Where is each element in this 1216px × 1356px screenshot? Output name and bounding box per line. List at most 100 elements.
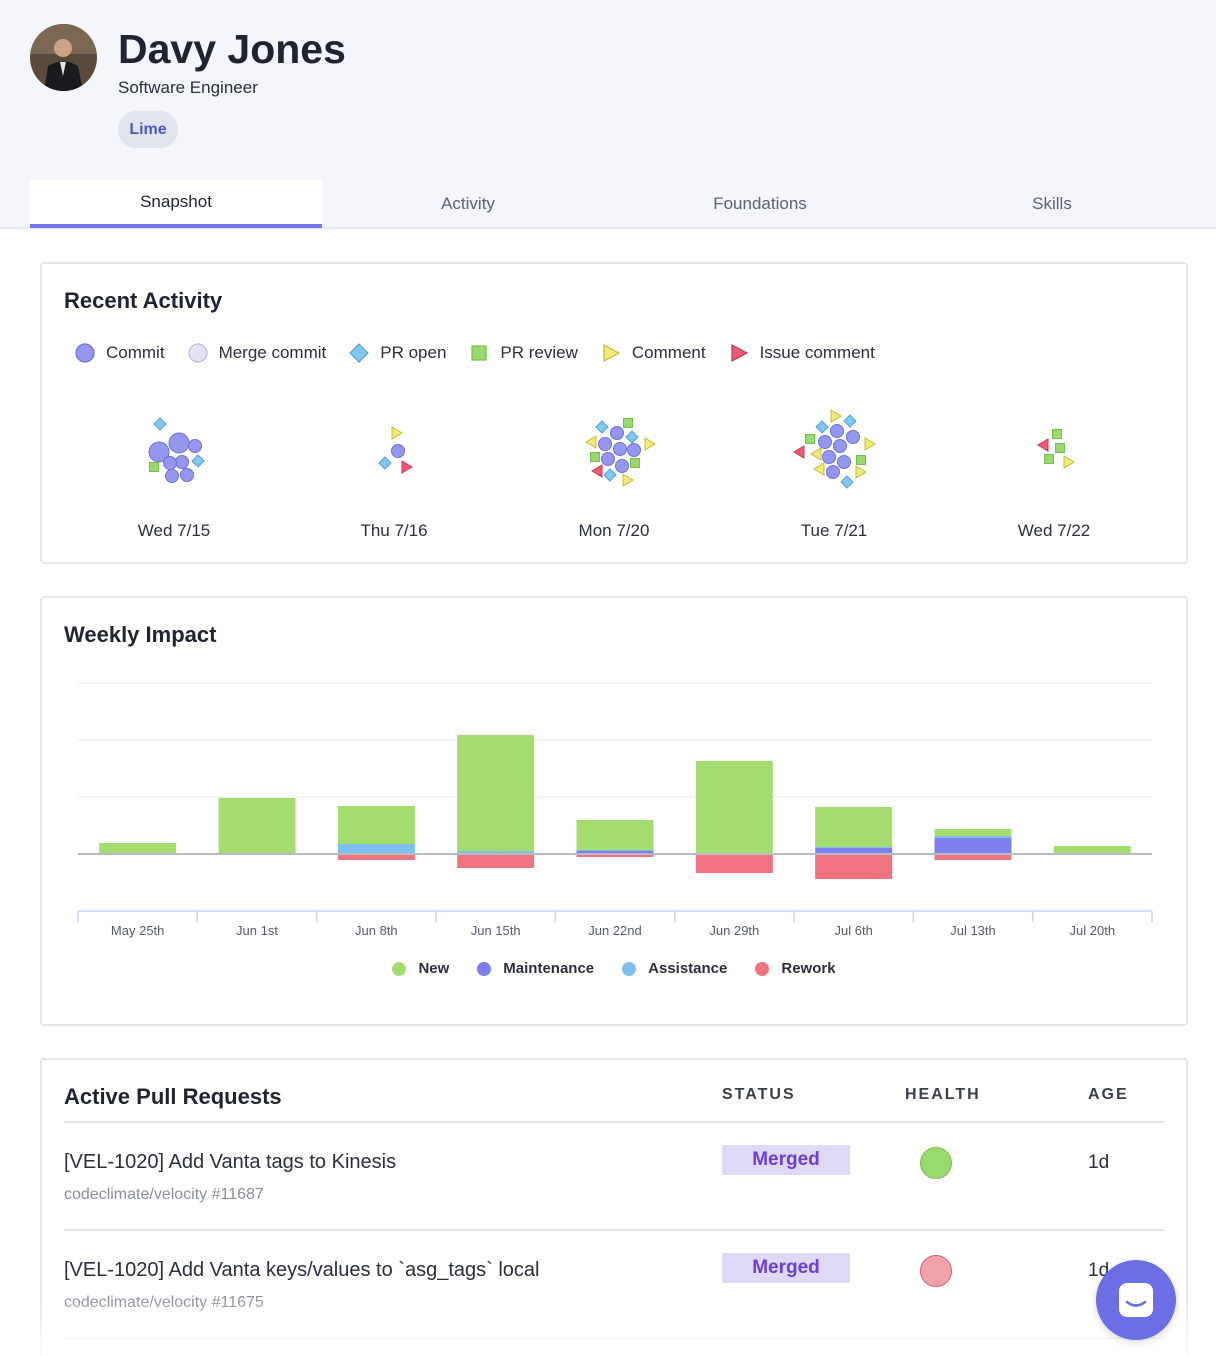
x-tick-label: Jun 15th — [471, 923, 521, 938]
pr-age: 1d — [1088, 1152, 1110, 1173]
recent-activity-title: Recent Activity — [64, 288, 223, 313]
pr-repo[interactable]: codeclimate/velocity #11687 — [64, 1186, 264, 1203]
comment-icon — [603, 344, 621, 362]
bar-new-jul-13th[interactable] — [934, 829, 1012, 836]
new-dot-icon — [392, 961, 407, 976]
weekly-impact-chart: May 25th Jun 1st Jun 8th Jun 15th Jun 22nd Ju… — [77, 682, 1153, 938]
bar-new-may-25th[interactable] — [99, 843, 177, 854]
weekly-impact-card: Weekly Impact May 25th Jun 1st Jun 8th Jun … — [40, 596, 1188, 1026]
pr-open-icon — [349, 343, 370, 363]
x-tick-label: Jun 22nd — [588, 923, 642, 938]
chat-icon — [1119, 1283, 1153, 1317]
avatar[interactable] — [30, 24, 97, 91]
health-indicator — [920, 1147, 952, 1179]
x-tick-label: Jul 20th — [1070, 923, 1116, 938]
cluster-wed-7-22[interactable] — [1037, 429, 1075, 469]
activity-clusters — [148, 409, 1075, 489]
status-badge: Merged — [722, 1253, 850, 1283]
day-label-wed-7-15: Wed 7/15 — [137, 521, 211, 540]
bar-maintenance-jun-22nd[interactable] — [576, 851, 654, 854]
pr-repo[interactable]: codeclimate/velocity #11675 — [64, 1294, 264, 1311]
pr-title[interactable]: [VEL-1020] Add Vanta tags to Kinesis — [64, 1151, 397, 1173]
legend-pr-open: PR open — [348, 342, 446, 364]
bar-maintenance-jul-6th[interactable] — [815, 848, 893, 854]
bar-assistance-jun-15th[interactable] — [457, 851, 535, 853]
legend-maintenance[interactable]: Maintenance — [477, 960, 594, 977]
profile-tabs: Snapshot Activity Foundations Skills — [30, 180, 1198, 228]
pull-requests-card: Active Pull Requests STATUS HEALTH AGE [… — [40, 1058, 1188, 1356]
legend-comment: Comment — [600, 342, 706, 364]
day-label-mon-7-20: Mon 7/20 — [578, 521, 650, 540]
issue-comment-icon — [730, 344, 748, 362]
day-label-wed-7-22: Wed 7/22 — [1017, 521, 1091, 540]
legend-rework[interactable]: Rework — [755, 960, 836, 977]
weekly-impact-title: Weekly Impact — [64, 622, 217, 647]
x-tick-label: Jul 6th — [835, 923, 873, 938]
bar-rework-jun-22nd[interactable] — [576, 854, 654, 857]
profile-name: Davy Jones — [118, 26, 346, 72]
row-divider — [64, 1229, 1164, 1231]
health-indicator — [920, 1255, 952, 1287]
rework-dot-icon — [755, 961, 770, 976]
bar-rework-jul-13th[interactable] — [934, 854, 1012, 860]
header-divider — [64, 1121, 1164, 1123]
row-divider — [64, 1337, 1164, 1339]
bar-new-jun-29th[interactable] — [695, 761, 773, 853]
x-tick-label: Jun 29th — [709, 923, 759, 938]
legend-new[interactable]: New — [392, 960, 449, 977]
cluster-tue-7-21[interactable] — [793, 409, 876, 489]
tab-snapshot[interactable]: Snapshot — [30, 180, 322, 228]
merge-commit-icon — [187, 343, 208, 363]
impact-legend: New Maintenance Assistance Rework — [42, 960, 1186, 977]
legend-assistance[interactable]: Assistance — [622, 960, 727, 977]
commit-icon — [75, 343, 95, 363]
bar-new-jun-1st[interactable] — [218, 798, 296, 853]
bar-rework-jun-8th[interactable] — [337, 854, 415, 860]
activity-legend: Commit Merge commit PR open PR review Co… — [74, 342, 897, 364]
bar-new-jun-22nd[interactable] — [576, 820, 654, 850]
bar-maintenance-jul-13th[interactable] — [934, 838, 1012, 854]
day-label-tue-7-21: Tue 7/21 — [800, 521, 868, 540]
bar-rework-jun-29th[interactable] — [695, 854, 773, 873]
day-label-thu-7-16: Thu 7/16 — [360, 521, 428, 540]
cluster-thu-7-16[interactable] — [378, 426, 413, 474]
profile-role: Software Engineer — [118, 78, 258, 97]
status-badge: Merged — [722, 1145, 850, 1175]
chat-launcher-button[interactable] — [1096, 1260, 1176, 1340]
cluster-mon-7-20[interactable] — [585, 418, 656, 487]
x-tick-label: May 25th — [111, 923, 164, 938]
tab-foundations[interactable]: Foundations — [713, 194, 807, 213]
bar-new-jul-20th[interactable] — [1053, 846, 1131, 853]
x-tick-label: Jul 13th — [950, 923, 996, 938]
x-tick-label: Jun 1st — [236, 923, 278, 938]
bar-assistance-jun-8th[interactable] — [337, 844, 415, 854]
profile-header: Davy Jones Software Engineer Lime Snapsh… — [0, 0, 1216, 229]
bar-rework-jun-15th[interactable] — [457, 854, 535, 868]
age-column-header[interactable]: AGE — [1088, 1086, 1129, 1103]
bar-new-jul-6th[interactable] — [815, 807, 893, 847]
bar-rework-jul-6th[interactable] — [815, 854, 893, 879]
health-column-header[interactable]: HEALTH — [905, 1086, 981, 1103]
cluster-wed-7-15[interactable] — [148, 417, 205, 483]
recent-activity-card: Recent Activity Commit Merge commit PR o… — [40, 262, 1188, 564]
legend-pr-review: PR review — [468, 342, 578, 364]
x-tick-label: Jun 8th — [355, 923, 398, 938]
bar-assistance-jul-13th[interactable] — [934, 836, 1012, 838]
bar-new-jun-8th[interactable] — [337, 806, 415, 844]
pr-title[interactable]: [VEL-1020] Add Vanta keys/values to `asg… — [64, 1259, 540, 1281]
maintenance-dot-icon — [477, 961, 492, 976]
tab-skills[interactable]: Skills — [1032, 194, 1072, 213]
tab-activity[interactable]: Activity — [441, 194, 495, 213]
avatar-photo-icon — [30, 24, 97, 91]
assistance-dot-icon — [622, 961, 637, 976]
team-badge[interactable]: Lime — [118, 111, 178, 148]
status-column-header[interactable]: STATUS — [722, 1086, 796, 1103]
bar-assistance-jul-6th[interactable] — [815, 847, 893, 848]
pr-review-icon — [471, 345, 488, 361]
bar-new-jun-15th[interactable] — [457, 735, 535, 851]
legend-issue-comment: Issue comment — [728, 342, 875, 364]
legend-merge-commit: Merge commit — [187, 342, 326, 364]
bar-assistance-jun-22nd[interactable] — [576, 850, 654, 851]
pull-requests-title: Active Pull Requests — [64, 1084, 282, 1109]
legend-commit: Commit — [74, 342, 165, 364]
